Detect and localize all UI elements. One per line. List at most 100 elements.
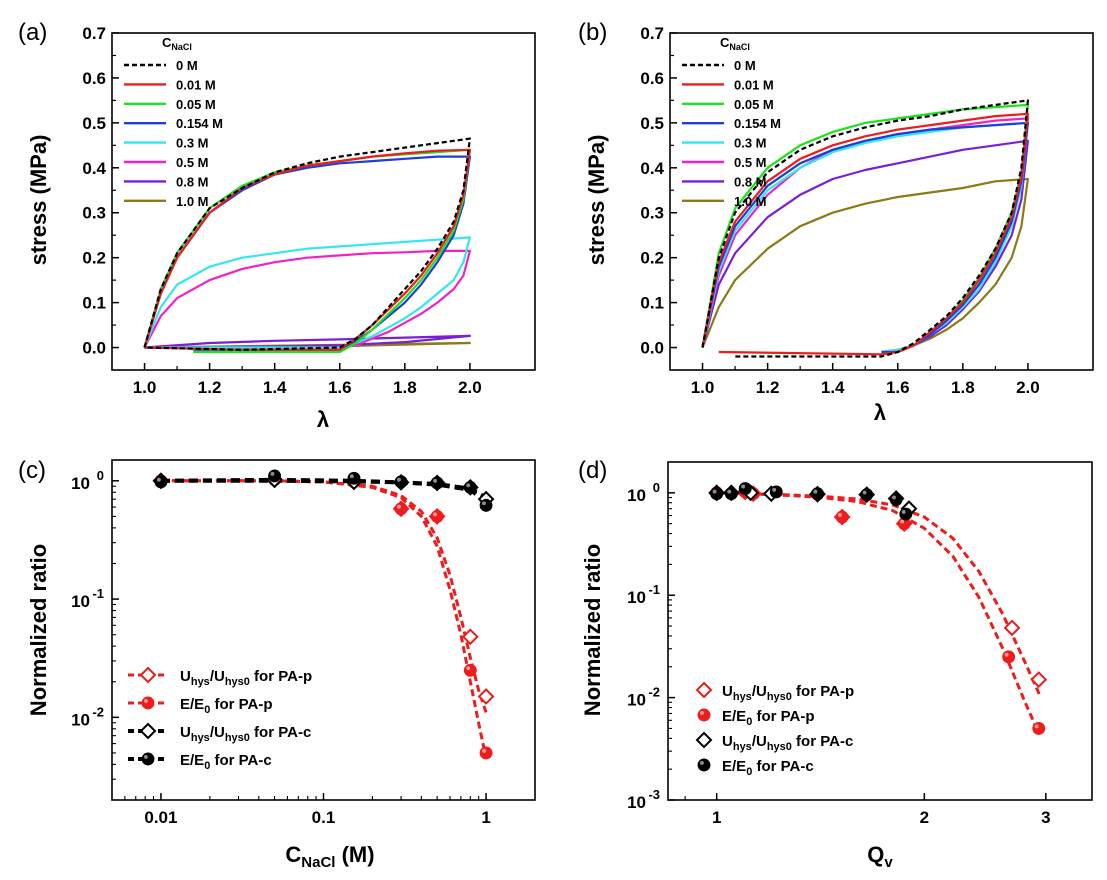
- legend-label-tail: for PA-c: [210, 752, 271, 769]
- data-point-highlight: [482, 501, 486, 506]
- y-tick-label: 0.0: [640, 339, 664, 358]
- data-point-circle: [154, 475, 168, 489]
- legend-label-main: E/E: [180, 752, 204, 769]
- legend-label-tail: for PA-p: [792, 683, 854, 700]
- series-line: [701, 99, 1029, 358]
- legend-label-mid: /U: [210, 668, 225, 685]
- data-point-highlight: [397, 477, 401, 482]
- x-tick-label: 1.6: [328, 378, 352, 397]
- x-tick-label: 0.1: [312, 808, 336, 827]
- y-tick-label: 0.1: [640, 294, 664, 313]
- y-tick-base: 10: [71, 710, 90, 729]
- legend-label-main: U: [180, 668, 191, 685]
- data-point-circle: [430, 476, 444, 490]
- data-point-highlight: [772, 487, 777, 492]
- data-point-circle: [710, 487, 724, 501]
- y-tick-exp: -2: [648, 685, 660, 700]
- legend-label-mid: /U: [210, 724, 225, 741]
- y-tick-label: 10 0: [71, 468, 104, 493]
- x-tick-label: 1.8: [393, 378, 417, 397]
- legend-label: 0.8 M: [734, 174, 767, 189]
- panel-c-x-ticks: 0.01 0.1 1: [124, 793, 491, 827]
- panel-b-curves: [701, 99, 1029, 358]
- x-tick-label: 0.01: [144, 808, 177, 827]
- data-point-circle: [697, 708, 711, 722]
- x-tick-label: 2: [920, 808, 929, 827]
- y-tick-label: 0.5: [640, 114, 664, 133]
- data-point-diamond: [477, 688, 495, 705]
- legend-label: E/E0 for PA-p: [722, 708, 815, 728]
- legend-label-main: U: [722, 733, 733, 750]
- x-tick-label: 1.0: [133, 378, 157, 397]
- x-tick-label: 1: [712, 808, 721, 827]
- data-point-circle: [268, 469, 282, 483]
- legend-label-mid: /U: [752, 733, 767, 750]
- series-line: [701, 112, 1029, 356]
- data-point-highlight: [813, 489, 818, 494]
- y-tick-exp: -3: [648, 787, 660, 802]
- panel-c-legend: Uhys/Uhys0 for PA-pE/E0 for PA-pUhys/Uhy…: [128, 666, 312, 772]
- data-point-circle: [1002, 650, 1016, 664]
- y-tick-label: 0.7: [640, 24, 664, 43]
- data-point-highlight: [156, 477, 161, 482]
- panel-d-x-label-main: Q: [867, 842, 884, 867]
- y-tick-base: 10: [627, 486, 646, 505]
- panel-d-frame: [667, 461, 1093, 801]
- data-point-diamond: [1003, 619, 1021, 637]
- legend-label: 0 M: [734, 58, 756, 73]
- data-point-circle: [738, 482, 752, 496]
- x-tick-label: 2.0: [458, 378, 482, 397]
- series-line: [143, 236, 471, 349]
- legend-title-main: C: [162, 35, 172, 50]
- legend-label: 0 M: [176, 58, 198, 73]
- legend-label-sub2: hys0: [767, 691, 792, 703]
- y-tick-label: 0.3: [82, 204, 106, 223]
- data-point-circle: [899, 507, 913, 521]
- panel-a-curves: [143, 137, 471, 354]
- panel-d-legend: Uhys/U hys0 for PA-p E/E0 for PA-p Uhys/Uhy…: [695, 681, 854, 778]
- panel-b-x-label: λ: [874, 400, 886, 425]
- x-tick-label: 3: [1041, 808, 1050, 827]
- legend-label-sub: hys: [191, 676, 210, 688]
- legend-label-sub: 0: [746, 766, 752, 778]
- data-point-circle: [347, 471, 361, 485]
- x-tick-label: 1.2: [756, 378, 780, 397]
- legend-label: 0.8 M: [176, 174, 209, 189]
- data-point-circle: [394, 475, 408, 489]
- panel-c-x-label: CNaCl (M): [285, 842, 374, 871]
- data-point-diamond: [139, 666, 157, 684]
- legend-label: 0.154 M: [734, 116, 781, 131]
- legend-title: CNaCl: [720, 35, 750, 52]
- y-tick-label: 10 -3: [627, 787, 660, 812]
- legend-label-main: E/E: [180, 696, 204, 713]
- data-point-circle: [463, 663, 477, 677]
- y-tick-label: 10 -1: [627, 582, 660, 607]
- legend-label: 0.5 M: [734, 155, 767, 170]
- legend-label-sub: hys: [191, 732, 210, 744]
- y-tick-label: 0.4: [82, 159, 106, 178]
- y-tick-exp: -1: [92, 586, 104, 601]
- panel-d-y-label: Normalized ratio: [580, 544, 605, 716]
- series-line: [701, 139, 1029, 354]
- legend-label: 0.01 M: [176, 77, 216, 92]
- legend-label-sub: 0: [204, 704, 210, 716]
- legend-label: 0.3 M: [734, 136, 767, 151]
- data-point-circle: [811, 487, 824, 501]
- data-point-highlight: [1004, 652, 1009, 657]
- legend-label-main: U: [180, 724, 191, 741]
- panel-b-y-ticks: 0.0 0.1 0.2 0.3 0.4 0.5 0.6 0.7: [640, 24, 677, 358]
- data-point-circle: [479, 746, 493, 760]
- data-point-highlight: [397, 504, 401, 509]
- y-tick-exp: 0: [97, 468, 104, 483]
- legend-label-main: E/E: [722, 708, 746, 725]
- series-line: [701, 121, 1029, 354]
- data-point-highlight: [699, 710, 704, 715]
- legend-label-sub: hys: [733, 691, 752, 703]
- series-line: [701, 177, 1029, 354]
- legend-label: Uhys/Uhys0 for PA-c: [722, 733, 853, 753]
- legend-label: Uhys/Uhys0 for PA-c: [180, 724, 311, 744]
- data-point-diamond: [139, 722, 157, 740]
